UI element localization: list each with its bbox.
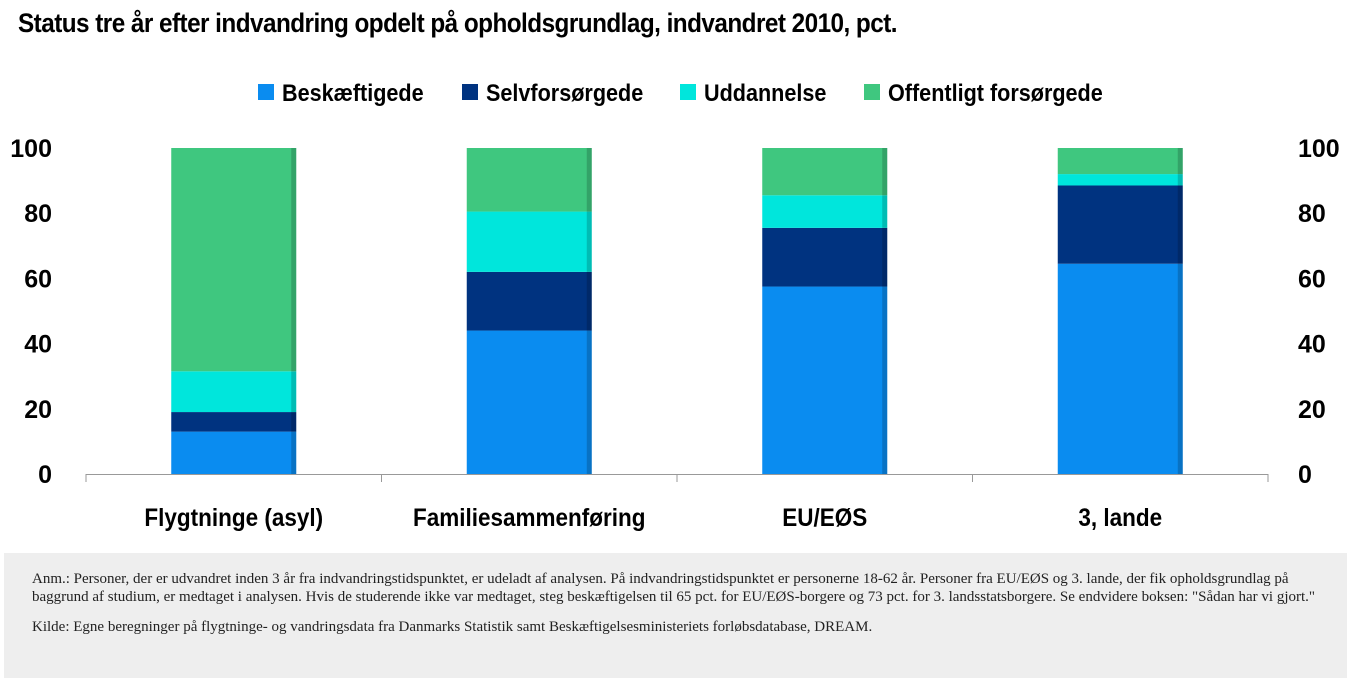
y-tick-label-left: 100 — [10, 135, 52, 163]
bar-segment — [1057, 263, 1183, 474]
y-tick-label-right: 0 — [1298, 461, 1312, 489]
legend-swatch — [258, 84, 274, 100]
bar-segment — [1057, 174, 1183, 186]
bar-segment-shade — [882, 195, 888, 228]
bar-segment — [762, 195, 888, 228]
bar-segment-shade — [882, 227, 888, 287]
y-tick-label-right: 80 — [1298, 200, 1326, 228]
legend-label: Beskæftigede — [282, 79, 424, 106]
y-tick-label-left: 60 — [24, 265, 52, 293]
stacked-bar-chart: Beskæftigede Selvforsørgede Uddannelse Offe… — [10, 79, 1340, 532]
bar-segment — [171, 148, 297, 372]
bar-segment-shade — [882, 286, 888, 474]
bar-segment-shade — [1177, 185, 1183, 264]
y-tick-label-right: 40 — [1298, 331, 1326, 359]
bar-segment-shade — [291, 412, 297, 432]
y-tick-label-right: 60 — [1298, 265, 1326, 293]
bar-segment — [171, 371, 297, 413]
legend-label: Offentligt forsørgede — [888, 79, 1103, 106]
bar-segment — [1057, 148, 1183, 175]
x-axis: Flygtninge (asyl) Familiesammenføring EU/E… — [85, 474, 1269, 532]
y-tick-label-right: 100 — [1298, 135, 1340, 163]
bar-segment-shade — [291, 431, 297, 474]
x-tick-label: 3, lande — [1078, 504, 1162, 532]
legend-swatch — [462, 84, 478, 100]
bar-segment — [466, 148, 592, 212]
x-tick-label: Flygtninge (asyl) — [144, 504, 323, 532]
bar-segment-shade — [586, 271, 592, 331]
y-axis-left: 0 20 40 60 80 100 — [10, 135, 52, 489]
note-text: Anm.: Personer, der er udvandret inden 3… — [32, 571, 1316, 605]
bar-segment — [466, 211, 592, 272]
bar-segment-shade — [882, 148, 888, 196]
y-tick-label-left: 40 — [24, 331, 52, 359]
legend-swatch — [680, 84, 696, 100]
bar-segment-shade — [291, 371, 297, 413]
x-tick-label: EU/EØS — [782, 504, 867, 532]
bar-segment — [762, 227, 888, 287]
y-tick-label-left: 80 — [24, 200, 52, 228]
bar-segment — [762, 286, 888, 474]
bar-segment — [466, 271, 592, 331]
legend: Beskæftigede Selvforsørgede Uddannelse Offe… — [258, 79, 1103, 106]
legend-swatch — [864, 84, 880, 100]
bar-segment-shade — [1177, 148, 1183, 175]
x-tick-label: Familiesammenføring — [413, 504, 645, 532]
bar-segment-shade — [586, 211, 592, 272]
bar-segment — [171, 412, 297, 432]
y-axis-right: 0 20 40 60 80 100 — [1298, 135, 1340, 489]
bar-segment — [171, 431, 297, 474]
bar-segment-shade — [586, 330, 592, 474]
source-text: Kilde: Egne beregninger på flygtninge- o… — [32, 619, 873, 635]
chart-title: Status tre år efter indvandring opdelt p… — [18, 8, 898, 38]
y-tick-label-right: 20 — [1298, 396, 1326, 424]
legend-label: Selvforsørgede — [486, 79, 643, 106]
bar-segment-shade — [291, 148, 297, 372]
bar-segment-shade — [1177, 263, 1183, 474]
bar-segment — [466, 330, 592, 474]
bar-segment-shade — [586, 148, 592, 212]
bars — [171, 148, 1183, 474]
legend-label: Uddannelse — [704, 79, 826, 106]
bar-segment — [1057, 185, 1183, 264]
chart-note-box: Anm.: Personer, der er udvandret inden 3… — [4, 553, 1347, 678]
y-tick-label-left: 20 — [24, 396, 52, 424]
bar-segment — [762, 148, 888, 196]
bar-segment-shade — [1177, 174, 1183, 186]
y-tick-label-left: 0 — [38, 461, 52, 489]
